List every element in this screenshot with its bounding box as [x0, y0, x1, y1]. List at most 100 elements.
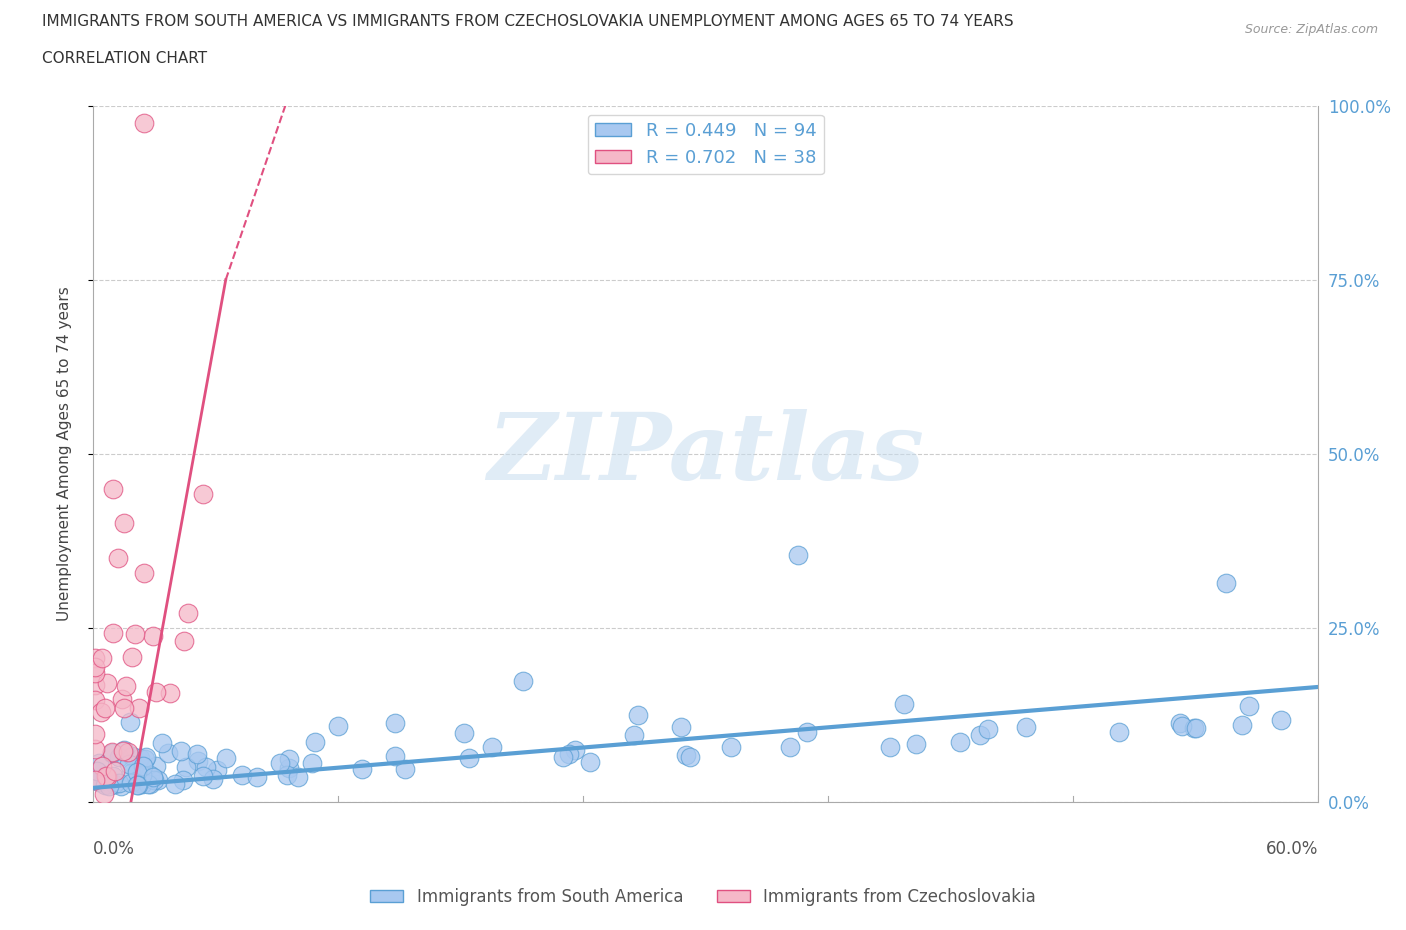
- Point: [96, 769, 118, 784]
- Point: [1237, 698, 1260, 713]
- Point: [111, 691, 134, 706]
- Point: [107, 551, 129, 565]
- Point: [117, 756, 139, 771]
- Point: [91, 759, 114, 774]
- Point: [110, 779, 132, 794]
- Point: [269, 755, 291, 770]
- Point: [205, 763, 228, 777]
- Point: [779, 739, 801, 754]
- Point: [128, 701, 150, 716]
- Point: [121, 650, 143, 665]
- Point: [173, 634, 195, 649]
- Point: [457, 751, 479, 765]
- Point: [1215, 575, 1237, 590]
- Point: [131, 768, 153, 783]
- Point: [481, 739, 503, 754]
- Point: [84, 741, 107, 756]
- Point: [132, 759, 155, 774]
- Point: [384, 749, 406, 764]
- Point: [553, 750, 575, 764]
- Point: [87, 755, 110, 770]
- Point: [578, 754, 600, 769]
- Point: [84, 659, 107, 674]
- Point: [453, 725, 475, 740]
- Point: [287, 769, 309, 784]
- Text: 60.0%: 60.0%: [1265, 840, 1319, 858]
- Point: [87, 773, 110, 788]
- Point: [145, 684, 167, 699]
- Point: [879, 739, 901, 754]
- Point: [134, 751, 156, 766]
- Point: [142, 773, 165, 788]
- Point: [187, 753, 209, 768]
- Point: [186, 747, 208, 762]
- Point: [165, 777, 187, 791]
- Point: [1170, 715, 1192, 730]
- Point: [142, 629, 165, 644]
- Point: [893, 697, 915, 711]
- Point: [301, 756, 323, 771]
- Point: [278, 761, 301, 776]
- Point: [131, 777, 153, 791]
- Point: [1182, 721, 1205, 736]
- Point: [384, 716, 406, 731]
- Point: [177, 605, 200, 620]
- Point: [1108, 725, 1130, 740]
- Text: ZIPatlas: ZIPatlas: [486, 409, 924, 498]
- Point: [90, 705, 112, 720]
- Point: [195, 760, 218, 775]
- Point: [127, 777, 149, 792]
- Point: [977, 722, 1000, 737]
- Point: [114, 678, 136, 693]
- Point: [623, 727, 645, 742]
- Point: [129, 751, 152, 765]
- Point: [117, 745, 139, 760]
- Point: [124, 627, 146, 642]
- Point: [94, 700, 117, 715]
- Point: [626, 707, 648, 722]
- Point: [93, 777, 115, 792]
- Point: [215, 751, 238, 766]
- Point: [675, 748, 697, 763]
- Point: [125, 777, 148, 792]
- Point: [112, 743, 135, 758]
- Point: [246, 769, 269, 784]
- Point: [326, 719, 349, 734]
- Point: [172, 773, 194, 788]
- Point: [1015, 720, 1038, 735]
- Point: [276, 767, 298, 782]
- Point: [193, 486, 215, 501]
- Point: [1171, 718, 1194, 733]
- Point: [101, 626, 124, 641]
- Point: [121, 749, 143, 764]
- Point: [89, 775, 111, 790]
- Point: [112, 516, 135, 531]
- Text: 0.0%: 0.0%: [93, 840, 135, 858]
- Point: [1230, 718, 1253, 733]
- Point: [94, 769, 117, 784]
- Point: [138, 768, 160, 783]
- Point: [136, 777, 159, 792]
- Point: [350, 762, 373, 777]
- Point: [125, 764, 148, 779]
- Point: [201, 771, 224, 786]
- Point: [120, 776, 142, 790]
- Point: [796, 724, 818, 739]
- Point: [174, 760, 197, 775]
- Point: [139, 777, 162, 791]
- Point: [669, 720, 692, 735]
- Point: [134, 565, 156, 580]
- Point: [679, 750, 702, 764]
- Point: [146, 773, 169, 788]
- Point: [193, 769, 215, 784]
- Point: [84, 773, 107, 788]
- Point: [120, 765, 142, 780]
- Point: [152, 735, 174, 750]
- Point: [394, 762, 416, 777]
- Point: [86, 764, 108, 778]
- Point: [93, 787, 115, 802]
- Point: [84, 678, 107, 693]
- Point: [103, 777, 125, 791]
- Text: Source: ZipAtlas.com: Source: ZipAtlas.com: [1244, 23, 1378, 36]
- Point: [949, 735, 972, 750]
